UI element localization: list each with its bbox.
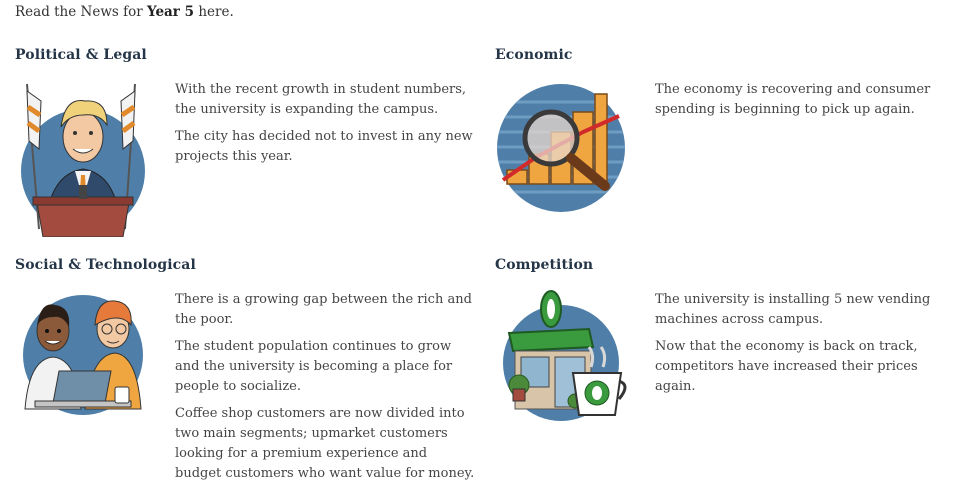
intro-year: Year 5 [147, 4, 195, 20]
magnifier-chart-illustration [495, 82, 630, 217]
news-paragraph: Now that the economy is back on track, c… [655, 339, 918, 394]
section-economic: Economic The economy is recoverin [495, 47, 958, 212]
section-title: Competition [495, 257, 594, 273]
section-title: Economic [495, 47, 573, 63]
section-text: The university is installing 5 new vendi… [655, 290, 958, 404]
section-title: Political & Legal [15, 47, 147, 63]
students-laptop-illustration [15, 289, 150, 424]
intro-prefix: Read the News for [15, 4, 143, 20]
news-paragraph: The student population continues to grow… [175, 339, 453, 394]
section-political-legal: Political & Legal With the rec [15, 47, 485, 237]
politician-illustration [15, 79, 150, 237]
coffee-shop-illustration [495, 289, 630, 424]
section-text: The economy is recovering and consumer s… [655, 80, 955, 127]
news-paragraph: The university is installing 5 new vendi… [655, 292, 931, 327]
section-text: There is a growing gap between the rich … [175, 290, 475, 491]
news-paragraph: Coffee shop customers are now divided in… [175, 406, 475, 481]
intro-suffix: here. [198, 4, 234, 20]
section-competition: Competition The university is install [495, 257, 958, 421]
news-paragraph: The economy is recovering and consumer s… [655, 82, 931, 117]
section-title: Social & Technological [15, 257, 196, 273]
news-paragraph: There is a growing gap between the rich … [175, 292, 472, 327]
news-paragraph: The city has decided not to invest in an… [175, 129, 473, 164]
section-text: With the recent growth in student number… [175, 80, 475, 174]
news-paragraph: With the recent growth in student number… [175, 82, 467, 117]
intro-text: Read the News for Year 5 here. [15, 4, 234, 20]
section-social-technological: Social & Technological There is a growin… [15, 257, 485, 481]
